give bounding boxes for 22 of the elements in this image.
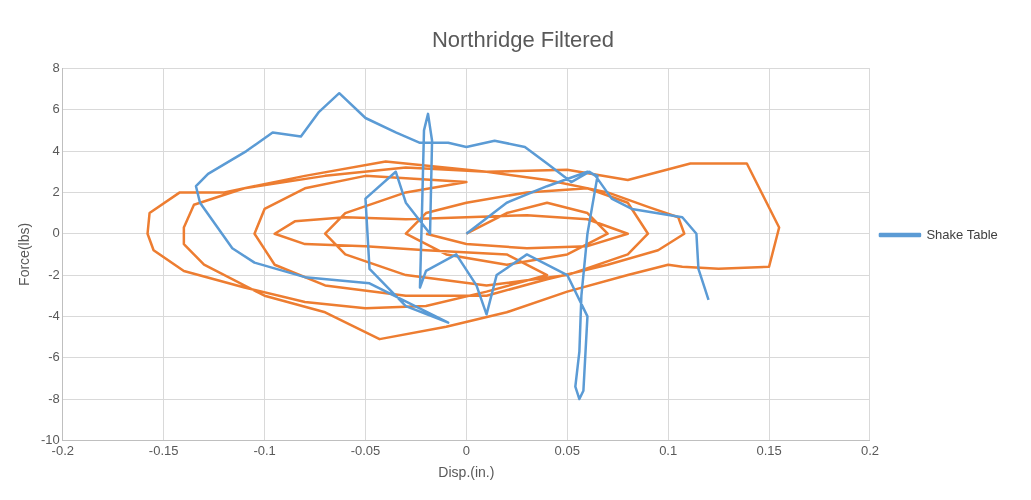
y-tick-label: -6 — [48, 349, 60, 365]
x-tick-label: -0.1 — [253, 442, 276, 458]
y-tick-label: -8 — [48, 390, 60, 406]
chart-title: Northridge Filtered — [431, 27, 615, 53]
y-tick-label: -2 — [48, 266, 60, 282]
y-tick-label: -4 — [48, 307, 60, 323]
x-tick-label: 0 — [462, 442, 470, 458]
y-tick-label: 8 — [52, 59, 60, 75]
y-tick-label: 6 — [52, 101, 60, 117]
y-tick-label: 4 — [52, 142, 60, 158]
x-tick-label: -0.05 — [350, 442, 381, 458]
legend-label: Shake Table — [926, 226, 998, 242]
y-tick-label: -10 — [40, 431, 60, 447]
y-tick-label: 0 — [52, 225, 60, 241]
x-axis-title: Disp.(in.) — [438, 463, 495, 480]
x-tick-label: 0.05 — [554, 442, 580, 458]
y-tick-label: 2 — [52, 183, 60, 199]
x-tick-label: 0.1 — [659, 442, 678, 458]
y-axis-title: Force(lbs) — [15, 222, 32, 286]
x-tick-label: -0.15 — [148, 442, 179, 458]
x-tick-label: 0.2 — [860, 442, 879, 458]
x-tick-label: 0.15 — [756, 442, 782, 458]
